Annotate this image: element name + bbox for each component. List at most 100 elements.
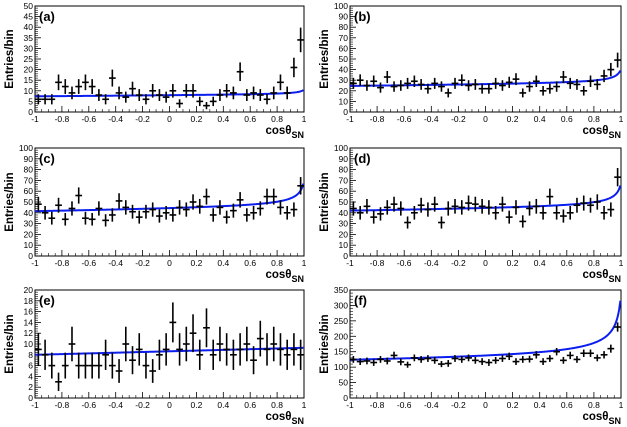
data-point — [82, 211, 89, 225]
data-point — [142, 94, 150, 105]
y-tick-label: 50 — [24, 197, 34, 207]
data-point — [377, 207, 384, 221]
data-point — [162, 205, 170, 220]
x-axis-title-subscript: SN — [608, 274, 621, 284]
data-point — [600, 205, 608, 220]
x-tick-label: -0.4 — [424, 400, 439, 410]
x-axis-title: cosθSN — [582, 411, 621, 426]
x-axis-title-main: cosθ — [582, 269, 608, 281]
data-point — [512, 358, 520, 365]
data-point — [451, 77, 459, 89]
data-point — [465, 354, 472, 362]
data-point — [169, 84, 177, 98]
data-point — [61, 352, 69, 379]
x-axis-title-main: cosθ — [582, 125, 608, 137]
data-point — [383, 200, 391, 215]
data-point — [370, 75, 378, 87]
data-point — [115, 86, 123, 100]
x-axis-title-main: cosθ — [265, 269, 291, 281]
x-tick-label: -1 — [346, 258, 354, 268]
y-tick-label: 18 — [24, 296, 34, 306]
data-point — [283, 86, 291, 100]
data-point — [458, 74, 466, 87]
data-point — [230, 203, 237, 218]
data-point — [471, 356, 479, 364]
data-point — [431, 356, 439, 364]
panel-label: (d) — [354, 151, 371, 166]
data-point — [149, 84, 157, 98]
x-tick-label: -0.2 — [451, 400, 466, 410]
data-point — [478, 198, 486, 214]
data-point — [580, 86, 588, 96]
data-point — [417, 197, 425, 213]
x-tick-label: -0.6 — [397, 400, 412, 410]
y-tick-label: 25 — [24, 54, 34, 64]
x-tick-label: -0.2 — [135, 114, 150, 124]
x-tick-label: -0.4 — [424, 258, 439, 268]
data-point — [203, 308, 210, 348]
data-point — [532, 351, 540, 359]
y-tick-label: 20 — [339, 86, 349, 96]
data-point — [566, 77, 574, 89]
panel-label: (f) — [354, 293, 367, 308]
data-point — [410, 205, 418, 220]
x-axis-title: cosθSN — [582, 125, 621, 140]
x-tick-label: 0.4 — [534, 114, 546, 124]
data-point — [290, 202, 298, 217]
x-axis-title-main: cosθ — [582, 411, 608, 423]
data-point — [41, 205, 49, 220]
data-point — [492, 205, 500, 220]
data-point — [451, 355, 459, 362]
y-axis-title: Entries/bin — [319, 314, 331, 373]
y-tick-label: 60 — [24, 186, 34, 196]
data-point — [236, 333, 244, 366]
data-point — [55, 74, 62, 91]
data-point — [465, 80, 472, 91]
data-point — [573, 197, 581, 213]
data-point — [492, 77, 500, 89]
y-tick-label: 0 — [28, 393, 33, 403]
x-tick-label: 1 — [619, 400, 624, 410]
y-tick-label: 15 — [24, 75, 34, 85]
data-point — [471, 196, 479, 212]
data-point — [182, 326, 190, 362]
y-tick-label: 40 — [339, 208, 349, 218]
fit-curve — [34, 183, 305, 213]
data-point — [532, 75, 540, 87]
data-point — [458, 200, 466, 215]
data-point — [444, 88, 452, 98]
x-tick-label: -0.4 — [108, 258, 123, 268]
y-tick-label: 0 — [28, 251, 33, 261]
data-point — [35, 196, 42, 212]
data-point — [444, 360, 452, 367]
y-tick-label: 0 — [343, 251, 348, 261]
x-axis-title-subscript: SN — [291, 130, 304, 140]
data-point — [438, 360, 445, 368]
x-axis-title-subscript: SN — [608, 130, 621, 140]
x-tick-label: 0.8 — [588, 400, 600, 410]
x-tick-label: 0.4 — [217, 258, 229, 268]
data-point — [505, 352, 513, 361]
data-point — [283, 339, 291, 370]
data-point — [526, 355, 533, 363]
x-tick-label: -0.6 — [397, 258, 412, 268]
data-point — [243, 326, 251, 362]
data-point — [115, 193, 123, 209]
x-axis-title-subscript: SN — [291, 274, 304, 284]
y-tick-label: 0 — [343, 393, 348, 403]
data-point — [587, 349, 594, 357]
data-point — [532, 198, 540, 214]
data-point — [236, 192, 244, 208]
data-point — [417, 79, 425, 90]
y-tick-label: 70 — [339, 33, 349, 43]
data-point — [546, 188, 554, 205]
data-point — [397, 80, 405, 91]
x-tick-label: 0.2 — [507, 114, 519, 124]
data-point — [156, 339, 163, 370]
y-axis-title: Entries/bin — [319, 29, 331, 88]
data-point — [256, 201, 264, 216]
data-point — [129, 81, 136, 96]
data-point — [189, 84, 197, 98]
